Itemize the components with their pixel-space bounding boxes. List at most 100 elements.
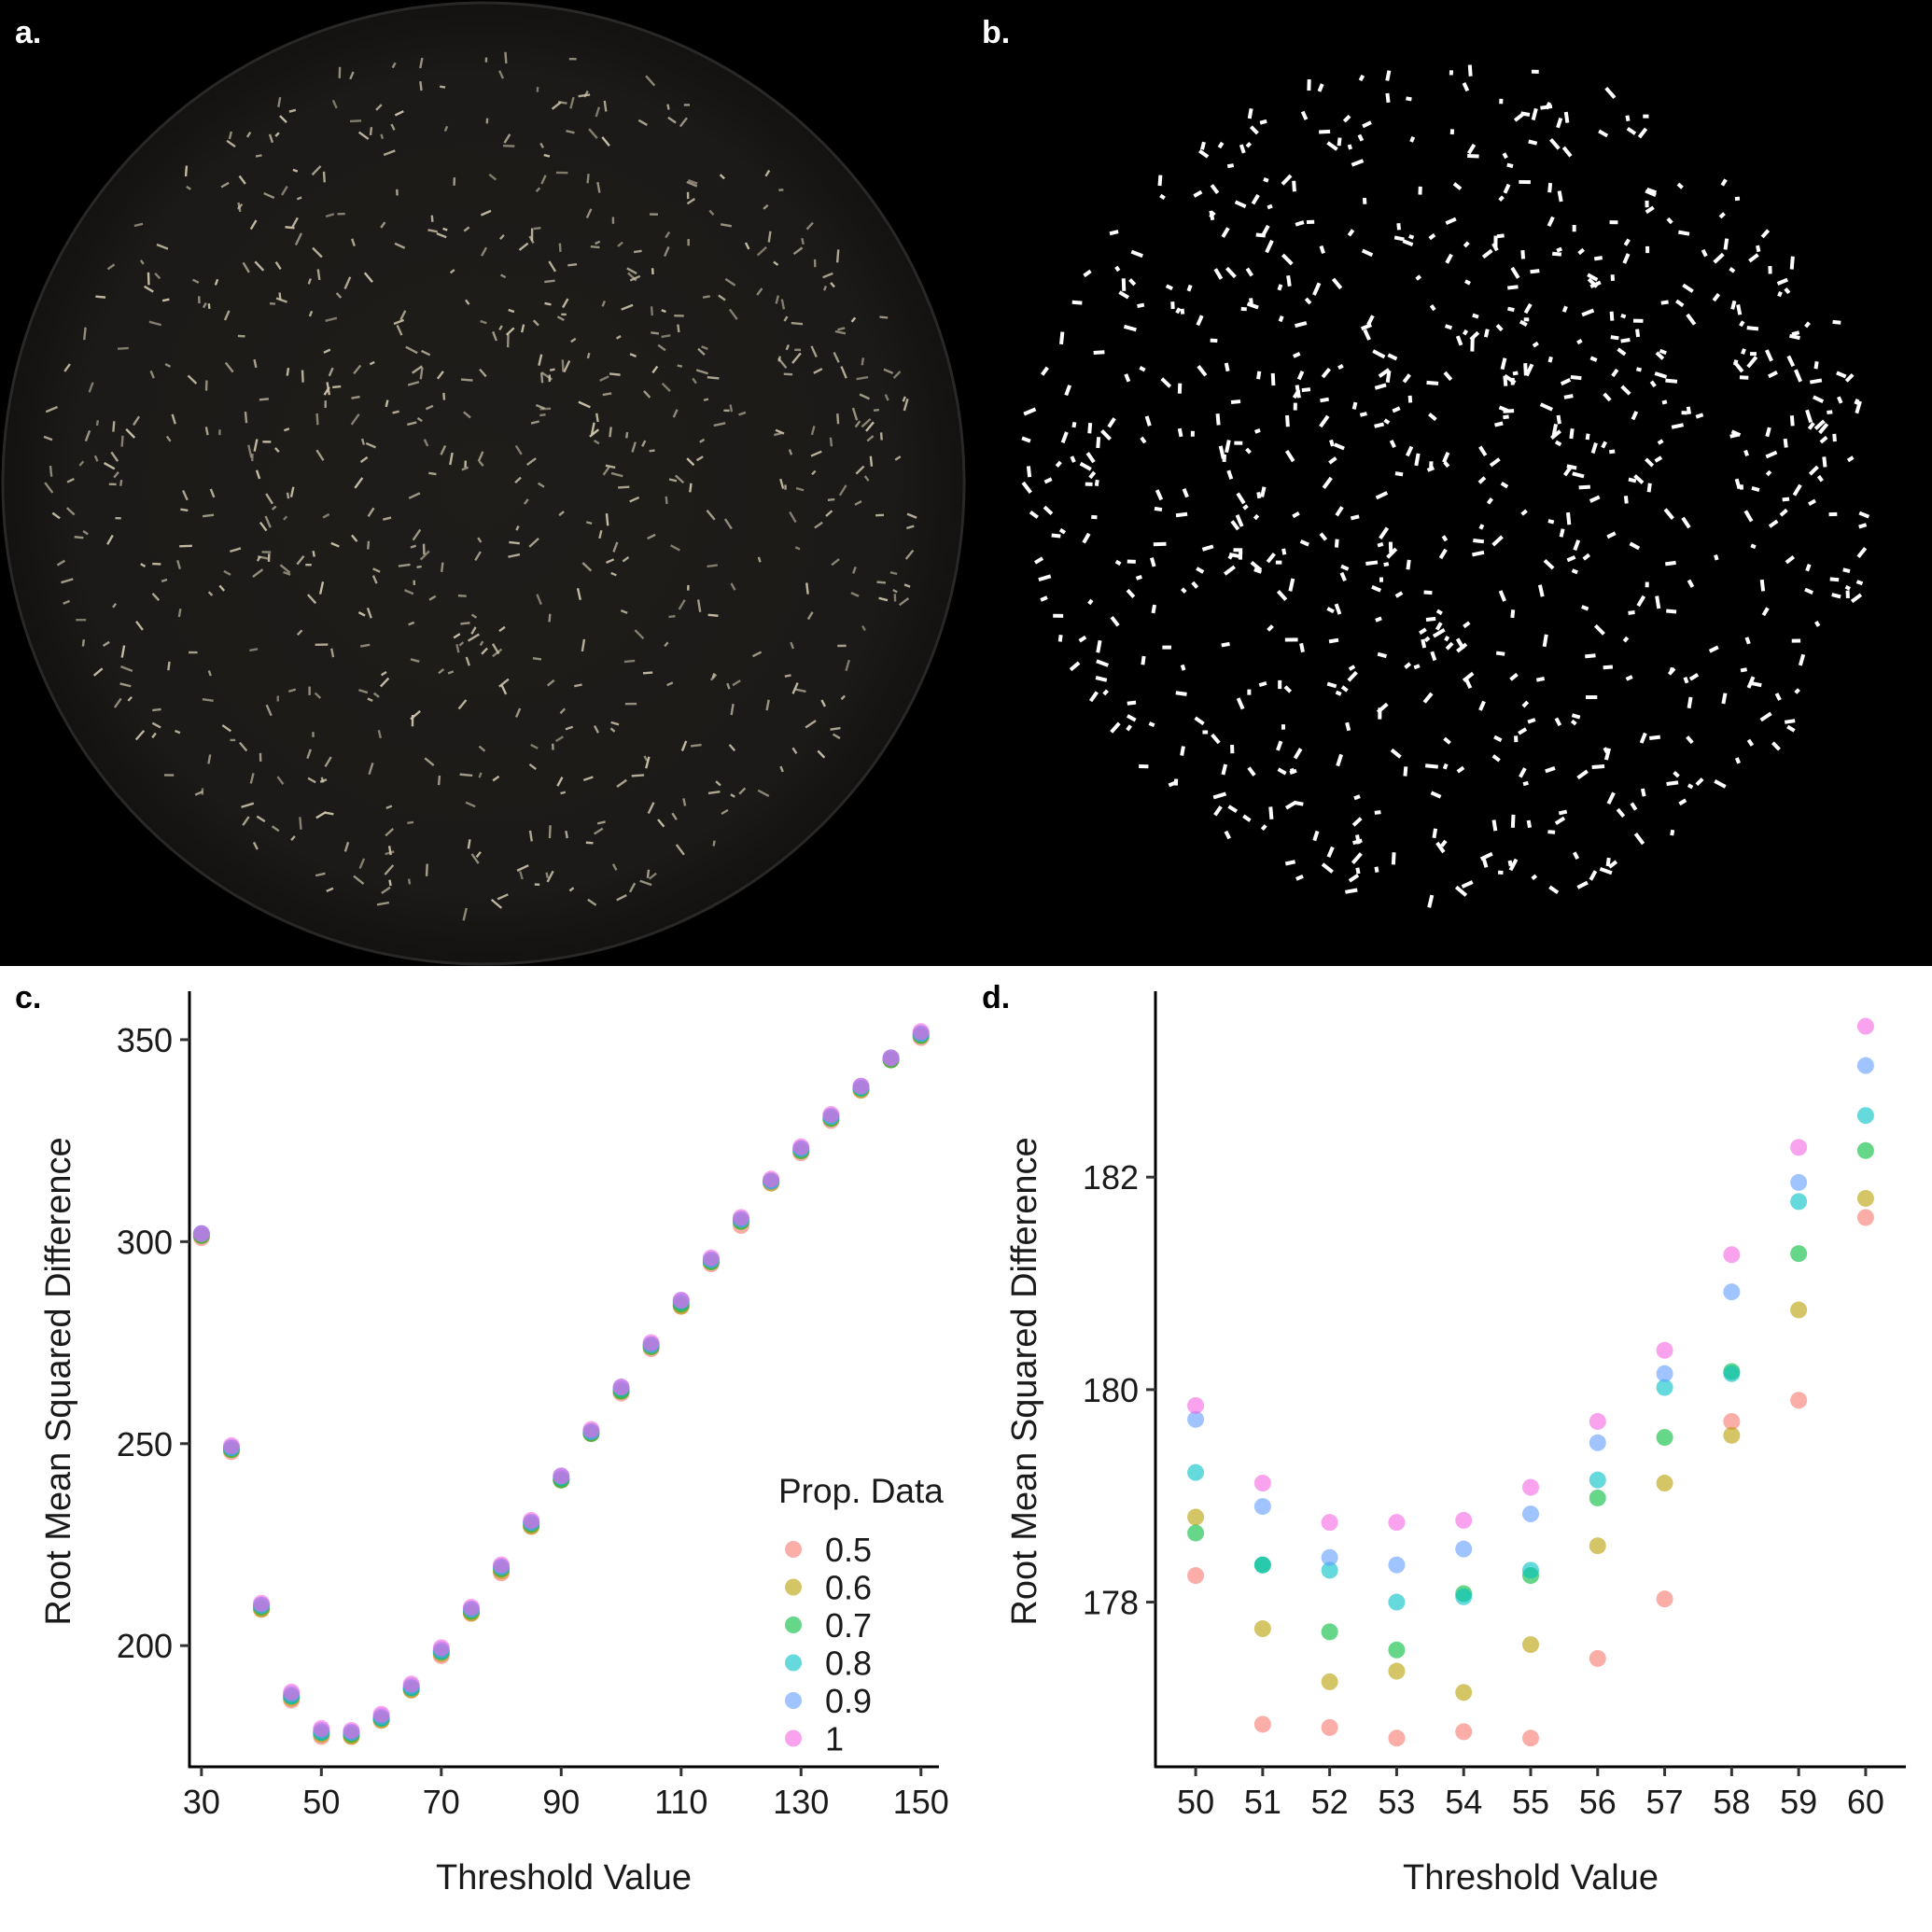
seed-speck [810,426,816,436]
seed-speck-binary [1678,798,1687,806]
x-tick-label: 59 [1780,1783,1817,1821]
data-point [343,1722,360,1740]
seed-speck [711,673,716,679]
seed-speck-binary [1427,894,1435,908]
seed-speck [657,819,665,828]
seed-speck [757,789,770,798]
seed-speck [657,343,666,352]
seed-speck [765,699,770,711]
seed-speck-binary [1730,300,1737,310]
data-point [253,1594,271,1612]
seed-speck-binary [1385,70,1392,81]
seed-speck [767,231,772,243]
seed-speck [548,374,552,383]
seed-speck [785,343,790,351]
seed-speck [892,589,898,594]
seed-speck [350,413,360,426]
seed-speck-binary [1340,564,1350,571]
x-tick-label: 51 [1244,1783,1281,1821]
seed-speck-binary [1635,329,1641,338]
seed-speck [687,239,690,246]
legend-label: 0.8 [825,1645,872,1683]
seed-speck-binary [1765,469,1772,477]
seed-speck-binary [1094,479,1099,486]
seed-speck [825,510,833,517]
seed-speck-binary [1503,183,1511,194]
seed-speck-binary [1281,253,1294,266]
seed-speck-binary [1498,195,1505,202]
seed-speck [833,352,840,363]
seed-speck-binary [1418,186,1422,195]
seed-speck [643,755,649,762]
seed-speck [276,695,279,702]
seed-speck-binary [1317,83,1324,92]
seed-speck-binary [1085,452,1096,464]
panel-b-thresholded: b. [966,0,1932,966]
x-tick-label: 52 [1311,1783,1349,1821]
seed-speck [651,331,660,335]
seed-speck [648,872,657,880]
seed-speck-binary [1258,680,1267,688]
seed-speck [795,486,805,492]
seed-speck [202,513,215,518]
seed-speck-binary [1419,627,1427,636]
seed-speck [214,278,219,286]
seed-speck-binary [1321,367,1331,379]
seed-speck [358,858,366,870]
seed-speck [565,725,574,731]
seed-speck [616,778,627,788]
seed-speck [459,773,473,777]
seed-speck-binary [1748,253,1759,263]
seed-speck [127,695,133,702]
seed-speck [351,395,360,399]
seed-speck [312,550,315,557]
seed-speck [396,324,403,336]
seed-speck [490,898,503,909]
seed-speck-binary [1351,852,1363,865]
seed-speck-binary [1714,553,1719,561]
seed-speck [207,670,212,677]
seed-speck [311,165,322,176]
seed-speck-binary [1749,352,1757,357]
legend-title: Prop. Data [778,1472,944,1510]
seed-speck [837,644,847,648]
seed-speck [792,246,804,256]
seed-speck-binary [1393,235,1405,242]
seed-speck [305,563,312,567]
seed-speck-binary [1678,230,1690,236]
seed-speck [380,221,386,229]
seed-speck [634,629,645,640]
seed-speck [119,665,133,672]
seed-speck [568,57,577,61]
seed-speck [182,489,189,501]
seed-speck-binary [1765,427,1771,438]
x-tick-label: 58 [1713,1783,1750,1821]
seed-speck [385,828,395,837]
data-point [1455,1588,1473,1605]
seed-speck [357,610,366,617]
seed-speck-binary [1096,659,1110,667]
seed-speck [315,413,319,426]
seed-speck [701,345,708,351]
seed-speck-binary [1253,513,1260,521]
petri-dish-photo [1,1,966,966]
data-point [1253,1715,1271,1733]
seed-speck [518,242,529,251]
seed-speck-binary [1093,350,1105,355]
seed-speck [241,802,255,808]
seed-speck-binary [1378,368,1391,378]
panel-a-photo: a. [0,0,966,966]
seed-speck [405,345,418,355]
seed-speck-binary [1312,282,1322,296]
seed-speck-binary [1622,253,1631,264]
seed-speck-binary [1813,360,1819,370]
seed-speck [315,872,326,877]
seed-speck [756,287,763,296]
seed-speck-binary [1856,547,1868,558]
seed-speck-binary [1606,531,1617,539]
seed-speck-binary [1760,229,1771,239]
seed-speck-binary [1478,445,1488,457]
x-tick-label: 50 [302,1783,340,1821]
seed-speck [460,622,470,625]
seed-speck [806,611,814,621]
